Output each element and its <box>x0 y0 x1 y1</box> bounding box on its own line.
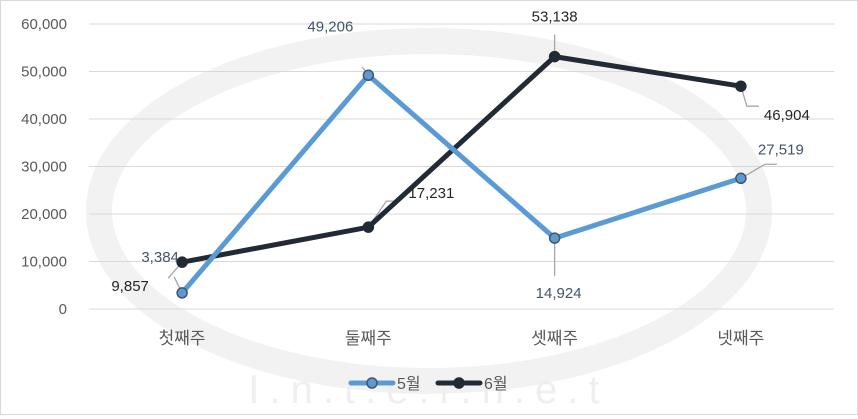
data-point <box>548 232 561 244</box>
data-label: 17,231 <box>408 185 454 202</box>
data-point <box>362 69 375 82</box>
data-labels: 3,384 49,206 14,924 27,519 9,857 17,231 53,138… <box>111 9 809 303</box>
legend-label: 6월 <box>484 375 508 393</box>
y-axis: 0 10,000 20,000 30,000 40,000 50,000 60,000 <box>21 16 67 318</box>
x-category-label: 넷째주 <box>717 329 764 348</box>
leader-line <box>740 86 759 107</box>
watermark: I.n.t.e.r.n.e.t <box>86 28 772 412</box>
data-point <box>176 256 188 268</box>
y-tick-label: 20,000 <box>21 206 67 223</box>
x-axis: 첫째주 둘째주 셋째주 넷째주 <box>159 329 765 348</box>
watermark-text: I.n.t.e.r.n.e.t <box>248 368 609 412</box>
legend-label: 5월 <box>397 375 421 393</box>
legend: 5월 6월 <box>348 375 508 393</box>
data-label: 27,519 <box>758 141 804 158</box>
gridlines <box>89 23 834 310</box>
series-line-0 <box>179 72 744 296</box>
y-tick-label: 30,000 <box>21 159 67 176</box>
data-point <box>362 221 375 233</box>
data-point <box>548 50 561 63</box>
data-point <box>735 172 747 185</box>
data-label: 3,384 <box>141 249 179 266</box>
series-lines <box>176 50 747 299</box>
data-label: 46,904 <box>764 107 810 124</box>
y-tick-label: 10,000 <box>21 254 67 271</box>
data-point <box>735 80 747 92</box>
series-line-1 <box>179 54 744 265</box>
y-tick-label: 60,000 <box>21 16 67 33</box>
data-point <box>176 287 188 299</box>
y-tick-label: 0 <box>59 301 67 318</box>
y-tick-label: 40,000 <box>21 111 67 128</box>
watermark-swoosh <box>86 28 772 394</box>
data-label: 53,138 <box>532 9 578 26</box>
x-category-label: 둘째주 <box>345 329 392 348</box>
legend-swatch-marker <box>453 377 465 389</box>
leader-line <box>740 163 777 179</box>
data-label: 9,857 <box>111 278 149 295</box>
x-category-label: 셋째주 <box>531 329 578 348</box>
data-label: 14,924 <box>536 285 582 302</box>
y-tick-label: 50,000 <box>21 64 67 81</box>
legend-swatch-marker <box>366 377 378 389</box>
x-category-label: 첫째주 <box>159 329 206 348</box>
data-label: 49,206 <box>307 18 353 35</box>
